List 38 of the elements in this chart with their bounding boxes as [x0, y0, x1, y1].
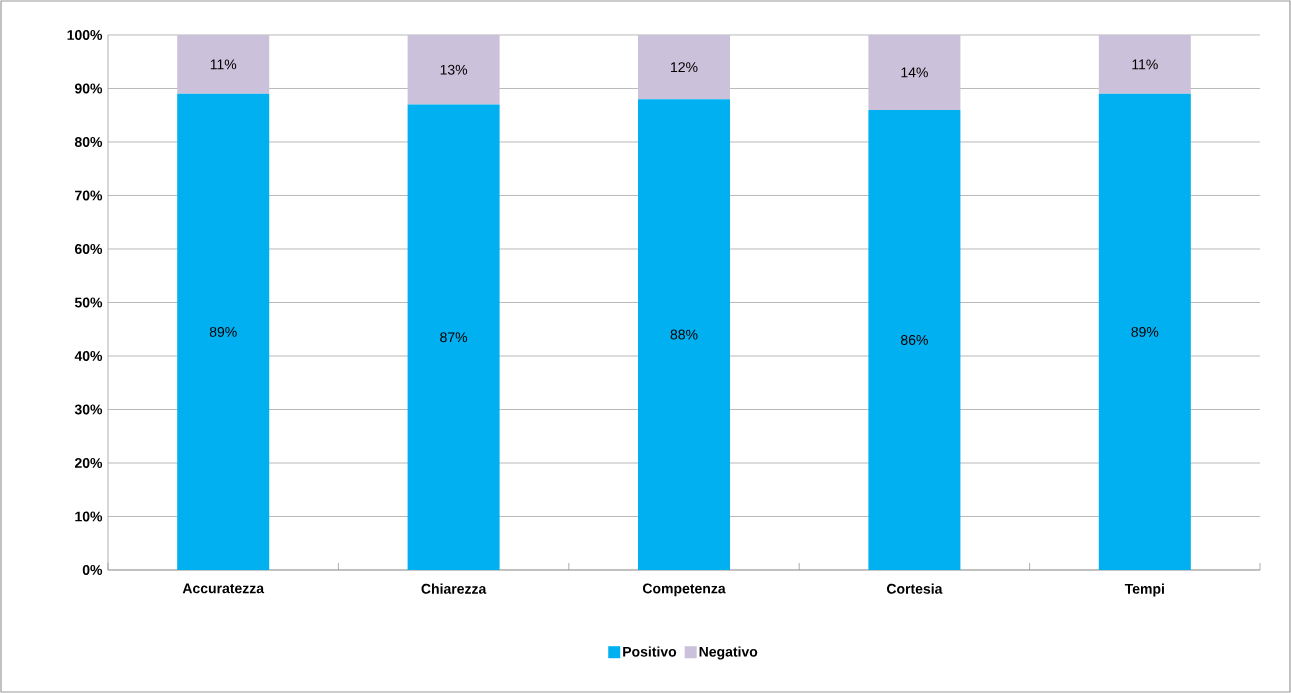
bar: [407, 104, 500, 570]
bar: [407, 34, 500, 105]
y-tick-label: 30%: [74, 404, 103, 415]
bar: [868, 109, 961, 570]
x-tick-label: Accuratezza: [182, 583, 265, 594]
data-label: 89%: [209, 326, 237, 337]
x-tick-label: Competenza: [642, 583, 726, 597]
data-label: 87%: [440, 332, 468, 343]
bar: [638, 99, 731, 570]
data-label: 86%: [901, 334, 928, 345]
legend-label: Negativo: [699, 646, 758, 660]
y-tick-label: 60%: [74, 244, 103, 254]
bar: [177, 93, 270, 570]
y-tick-label: 100%: [67, 30, 103, 40]
data-label: 11%: [210, 59, 237, 70]
bar: [638, 34, 731, 100]
x-tick-label: Tempi: [1124, 583, 1164, 597]
x-tick-label: Chiarezza: [421, 583, 487, 594]
bar: [868, 34, 961, 110]
y-tick-label: 70%: [75, 190, 103, 201]
data-label: 13%: [440, 64, 468, 75]
data-label: 12%: [671, 62, 698, 73]
bar: [1098, 93, 1191, 570]
y-tick-label: 40%: [74, 351, 103, 361]
y-tick-label: 20%: [74, 458, 103, 468]
data-label: 11%: [1132, 59, 1158, 70]
y-tick-label: 10%: [75, 511, 103, 522]
data-label: 14%: [901, 67, 928, 78]
y-tick-label: 50%: [74, 297, 103, 308]
bar: [1098, 34, 1191, 94]
data-label: 89%: [1131, 326, 1159, 337]
x-tick-label: Cortesia: [886, 583, 943, 594]
legend-label: Positivo: [623, 646, 677, 657]
y-tick-label: 90%: [74, 83, 103, 94]
data-label: 88%: [670, 329, 698, 340]
y-tick-label: 0%: [82, 565, 103, 575]
y-tick-label: 80%: [74, 137, 103, 147]
bar: [177, 34, 270, 94]
